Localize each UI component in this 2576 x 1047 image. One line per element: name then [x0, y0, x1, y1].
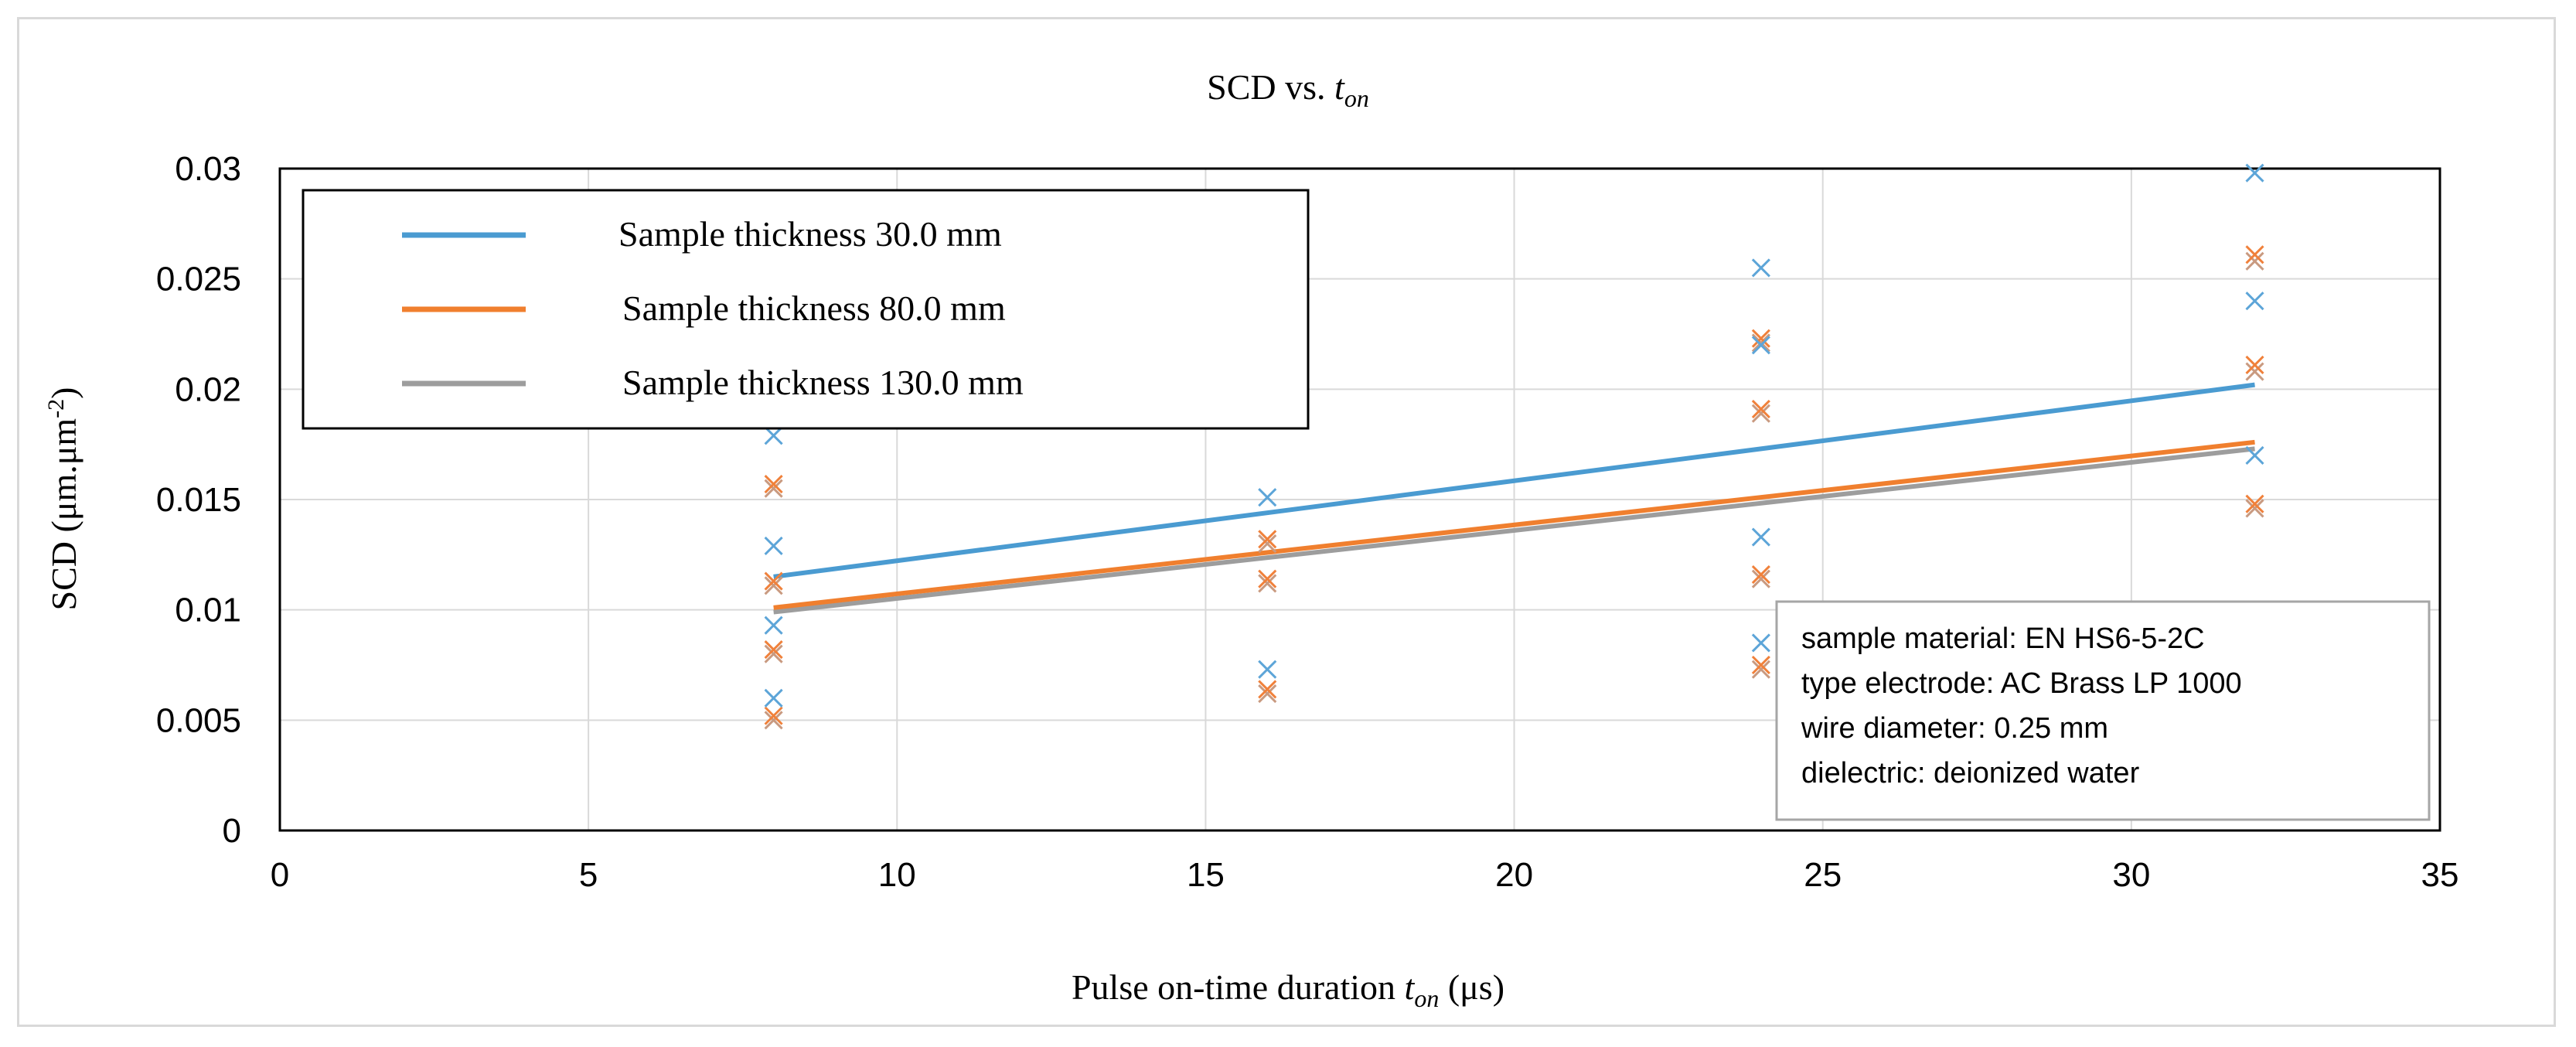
y-tick-label: 0.01 [175, 592, 241, 629]
data-point-series-1 [1751, 399, 1770, 419]
data-point-series-1 [764, 639, 783, 660]
data-point-series-1 [1258, 569, 1277, 588]
data-point-series-2 [764, 644, 783, 663]
sample-info-border [1775, 600, 2431, 821]
plot-area [278, 167, 2441, 832]
y-axis-ticks: 0 0.005 0.01 0.015 0.02 0.025 0.03 [156, 150, 241, 850]
data-point-series-2 [2245, 251, 2264, 271]
legend-label-130mm: Sample thickness 130.0 mm [622, 363, 1024, 402]
sample-material-text: sample material: EN HS6-5-2C [1801, 622, 2205, 655]
dielectric-text: dielectric: deionized water [1801, 757, 2140, 790]
data-point-series-1 [1751, 329, 1770, 348]
x-axis-ticks: 0 5 10 15 20 25 30 35 [271, 856, 2459, 894]
data-point-series-1 [2245, 245, 2264, 264]
chart-title: SCD vs. ton [1207, 67, 1369, 112]
trend-line-series-2 [773, 446, 2255, 615]
y-tick-label: 0.005 [156, 701, 241, 739]
legend-label-30mm: Sample thickness 30.0 mm [618, 214, 1002, 254]
legend: Sample thickness 30.0 mm Sample thicknes… [302, 189, 1310, 430]
data-point-series-0 [764, 426, 783, 445]
data-point-series-0 [764, 688, 783, 708]
data-point-series-1 [1258, 680, 1277, 699]
y-tick-label: 0.025 [156, 261, 241, 298]
x-tick-label: 15 [1187, 856, 1225, 894]
wire-diameter-text: wire diameter: 0.25 mm [1801, 712, 2108, 745]
data-point-series-1 [1258, 530, 1277, 549]
data-point-series-2 [1258, 534, 1277, 554]
trend-line-series-0 [773, 382, 2255, 579]
data-point-series-2 [764, 479, 783, 498]
data-point-series-0 [1258, 660, 1277, 679]
data-point-series-1 [2245, 355, 2264, 375]
x-tick-label: 30 [2112, 856, 2150, 894]
data-point-series-1 [2245, 494, 2264, 513]
y-tick-label: 0 [223, 812, 241, 850]
x-tick-label: 25 [1804, 856, 1842, 894]
y-tick-label: 0.03 [175, 150, 241, 188]
data-point-series-0 [2245, 445, 2264, 465]
data-point-series-1 [764, 474, 783, 494]
data-point-series-1 [764, 706, 783, 725]
data-point-series-0 [764, 536, 783, 555]
data-point-series-2 [1751, 569, 1770, 588]
data-point-series-0 [1258, 488, 1277, 507]
data-point-series-2 [2245, 362, 2264, 381]
data-point-series-0 [1751, 633, 1770, 653]
data-point-series-2 [1751, 333, 1770, 353]
y-axis-label: SCD (μm.μm-2) [43, 387, 83, 610]
y-tick-label: 0.02 [175, 370, 241, 408]
sample-info-box: sample material: EN HS6-5-2C type electr… [1775, 600, 2431, 821]
x-tick-label: 20 [1495, 856, 1533, 894]
trend-lines [773, 382, 2255, 615]
data-point-series-2 [764, 711, 783, 730]
data-point-series-2 [2245, 499, 2264, 518]
data-point-series-2 [1751, 660, 1770, 679]
data-point-series-1 [764, 571, 783, 591]
x-axis-label: Pulse on-time duration ton (μs) [1072, 967, 1504, 1012]
data-point-series-0 [764, 616, 783, 635]
x-tick-label: 35 [2421, 856, 2459, 894]
y-tick-label: 0.015 [156, 481, 241, 519]
x-tick-label: 0 [271, 856, 289, 894]
x-tick-label: 10 [878, 856, 916, 894]
data-point-series-1 [1751, 655, 1770, 675]
data-point-series-2 [1258, 684, 1277, 704]
data-points [764, 163, 2264, 730]
data-point-series-0 [1751, 527, 1770, 547]
chart-frame [17, 17, 2556, 1027]
data-point-series-2 [1751, 404, 1770, 423]
data-point-series-0 [2245, 292, 2264, 311]
data-point-series-2 [1258, 574, 1277, 593]
data-point-series-2 [764, 576, 783, 595]
x-tick-label: 5 [579, 856, 598, 894]
data-point-series-1 [1751, 564, 1770, 585]
data-point-series-0 [1751, 336, 1770, 355]
electrode-type-text: type electrode: AC Brass LP 1000 [1801, 667, 2242, 700]
legend-label-80mm: Sample thickness 80.0 mm [622, 288, 1006, 328]
trend-line-series-1 [773, 439, 2255, 610]
data-point-series-0 [2245, 163, 2264, 182]
data-point-series-0 [1751, 258, 1770, 278]
